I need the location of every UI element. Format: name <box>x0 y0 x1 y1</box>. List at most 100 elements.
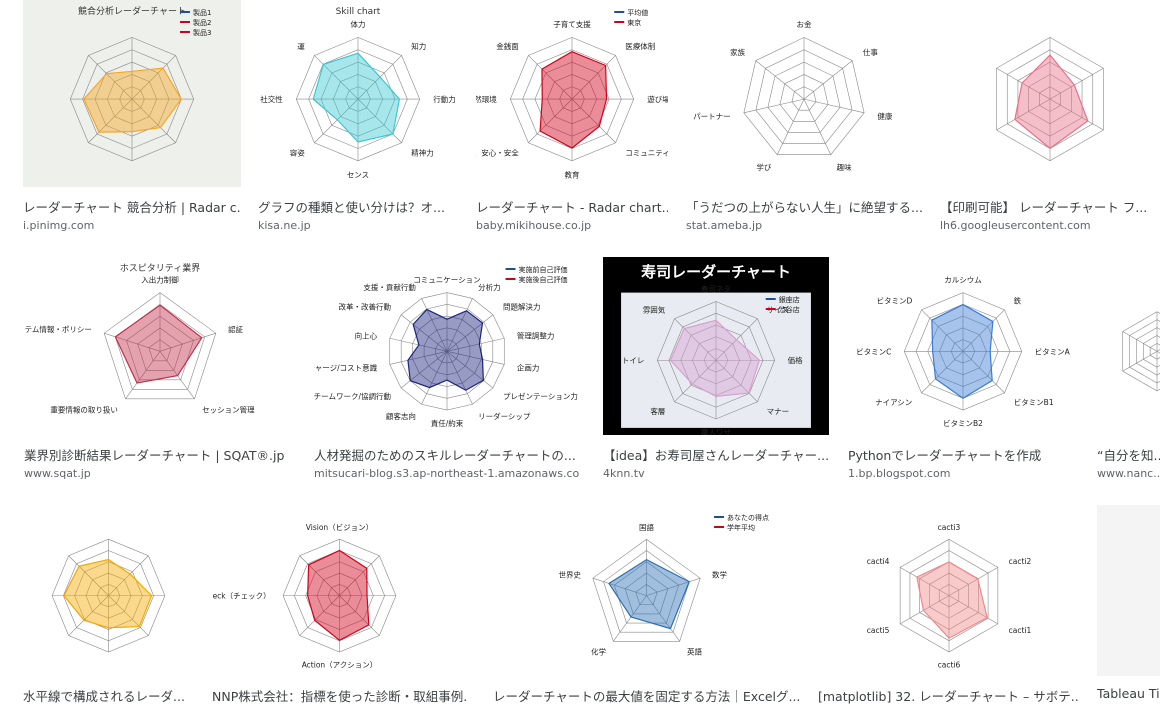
legend-label: 製品1 <box>193 8 211 17</box>
radar-ring <box>767 61 841 133</box>
radar-spoke <box>1122 331 1158 352</box>
axis-label: システム情報・ポリシー <box>24 324 92 334</box>
radar-shape <box>608 558 690 630</box>
result[interactable]: Vision（ビジョン） Action（アクション） Check（チェック） NNP株… <box>212 505 467 726</box>
result-source: 1.bp.blogspot.com <box>848 467 951 480</box>
result-source: baby.mikihouse.co.jp <box>476 219 592 232</box>
radar-ring <box>103 292 217 400</box>
radar-spoke <box>108 595 149 636</box>
result[interactable]: Skill chart 体力 知力 行動力 精神力 センス 容姿 社交性 運グラフの種類と使い分… <box>258 0 458 237</box>
axis-label: 家族 <box>730 47 745 57</box>
axis-label: cacti2 <box>1009 557 1032 566</box>
result[interactable]: 国語 数学 英語 化学 世界史 あなたの得点 学年平均 レーダーチャートの最大値を固定する方法… <box>493 505 800 726</box>
radar-spoke <box>803 98 865 114</box>
result[interactable]: cacti3 cacti2 cacti1 cacti6 cacti5 cacti4 [mat… <box>818 505 1080 726</box>
result[interactable]: 寿司レーダーチャート 寿司ネタ サイズ 価格 マナー 職人ワザ 客層 トイレ 雰囲気 銀座店 渋谷店… <box>603 257 829 485</box>
axis-label: サイズ <box>767 305 790 315</box>
result[interactable]: “自分を知... www.nanc... <box>1097 257 1160 485</box>
legend-label: 製品3 <box>193 28 211 37</box>
radar-spoke <box>755 60 805 100</box>
radar-spoke <box>299 595 340 636</box>
radar-ring <box>743 37 865 156</box>
axis-label: 社交性 <box>260 94 283 104</box>
radar-spoke <box>446 337 505 352</box>
radar-ring <box>903 292 1023 411</box>
axis-label: 職人ワザ <box>701 428 731 435</box>
radar-spoke <box>962 309 1005 352</box>
radar-spoke <box>446 298 473 352</box>
axis-label: ビタミンD <box>877 297 913 306</box>
radar-spoke <box>948 567 999 596</box>
result[interactable]: Tableau Tip... <box>1097 505 1160 726</box>
axis-label: 遊び場 <box>647 94 668 104</box>
result-caption: 人材発掘のためのスキルレーダーチャートの... <box>314 448 576 463</box>
radar-spoke <box>776 98 805 155</box>
axis-label: 容姿 <box>290 147 305 157</box>
radar-shape <box>669 319 761 398</box>
axis-label: 企画力 <box>517 362 540 372</box>
axis-label: 寿司ネタ <box>701 284 731 294</box>
radar-spoke <box>715 360 758 402</box>
thumbnail <box>23 505 194 676</box>
result[interactable]: 【印刷可能】 レーダーチャート フ... lh6.googleuserconten… <box>940 0 1160 237</box>
axis-label: トイレ <box>622 356 645 365</box>
legend-label: あなたの得点 <box>727 513 769 522</box>
radar-spoke <box>528 55 573 100</box>
radar-spoke <box>1122 351 1158 372</box>
radar-spoke <box>400 351 448 389</box>
result[interactable]: 競合分析レーダーチャート 製品1 製品2 製品3 レーダーチャート 競合分析 | Rad… <box>23 0 241 237</box>
radar-spoke <box>104 332 161 352</box>
thumbnail <box>1097 505 1160 676</box>
thumbnail <box>1097 257 1160 435</box>
result-caption: 【印刷可能】 レーダーチャート フ... <box>940 200 1148 215</box>
result[interactable]: カルシウム鉄ビタミンA ビタミンB1 ビタミンB2 ナイアシン ビタミンC ビタミンD Py… <box>848 257 1078 485</box>
axis-label: 自然環境 <box>476 94 497 104</box>
result-caption: 水平線で構成されるレーダ... <box>23 689 185 704</box>
radar-spoke <box>948 595 999 625</box>
legend-label: 製品2 <box>193 18 211 27</box>
axis-label: 改革・改善行動 <box>338 302 391 312</box>
axis-label: マナー <box>767 407 790 416</box>
axis-label: 分析力 <box>478 282 501 292</box>
result-source: 4knn.tv <box>603 467 645 480</box>
axis-label: 向上心 <box>355 330 378 340</box>
radar-spoke <box>88 55 133 100</box>
result[interactable]: 水平線で構成されるレーダ... <box>23 505 194 726</box>
axis-label: 英語 <box>687 646 702 656</box>
radar-ring <box>791 86 817 111</box>
radar-spoke <box>314 55 359 100</box>
result-source: lh6.googleusercontent.com <box>940 219 1091 232</box>
radar-spoke <box>446 351 473 405</box>
radar-spoke <box>421 351 448 405</box>
result-caption: レーダーチャート 競合分析 | Radar c... <box>23 200 241 215</box>
radar-shape <box>916 561 988 639</box>
result[interactable]: お金 仕事 健康 趣味 学び パートナー 家族 「うだつの上がらない人生」に絶望する... st… <box>686 0 922 237</box>
axis-label: 世界史 <box>559 569 582 579</box>
axis-label: cacti5 <box>867 626 890 635</box>
radar-shape <box>83 67 182 133</box>
radar-shape <box>114 304 203 384</box>
axis-label: ビタミンC <box>856 347 891 356</box>
legend-label: 平均値 <box>627 8 648 17</box>
radar-ring <box>624 572 669 615</box>
radar-spoke <box>339 555 380 596</box>
axis-label: 教育 <box>565 169 580 179</box>
result-caption: レーダーチャートの最大値を固定する方法｜Excelグ... <box>493 689 800 704</box>
axis-label: セッション管理 <box>202 404 255 414</box>
axis-label: 趣味 <box>837 162 852 172</box>
result-source: stat.ameba.jp <box>686 219 763 232</box>
axis-label: 体力 <box>351 19 366 29</box>
radar-ring <box>126 315 194 381</box>
result-source: www.nanc... <box>1097 467 1160 480</box>
axis-label: 知力 <box>411 41 426 51</box>
axis-label: 運 <box>297 42 305 51</box>
result[interactable]: コミュニケーション 分析力 問題解決力 管理調整力 企画力 プレゼンテーション力 リーダーシ… <box>314 257 580 485</box>
result-caption: 業界別診断結果レーダーチャート | SQAT®.jp <box>24 448 285 463</box>
radar-spoke <box>446 314 494 352</box>
